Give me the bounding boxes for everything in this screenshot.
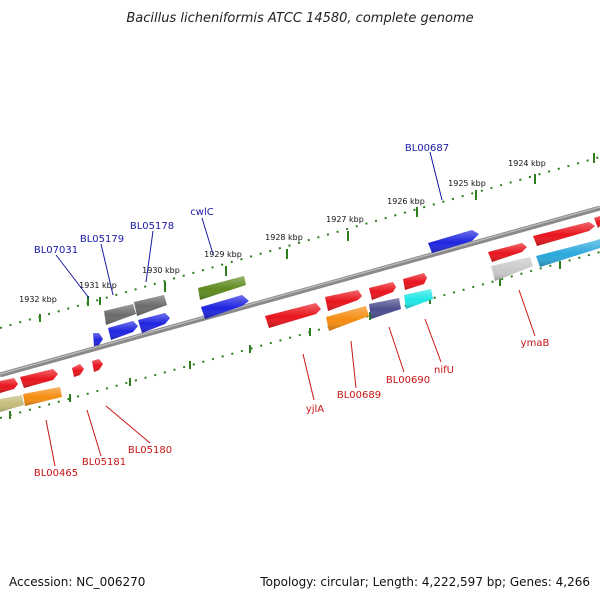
gene-feature[interactable]: [369, 298, 401, 319]
gene-label[interactable]: yjlA: [306, 404, 324, 415]
upper-scale-line: [0, 156, 600, 329]
leader-line: [302, 353, 315, 401]
scale-tick-label: 1924 kbp: [508, 159, 546, 168]
gene-feature[interactable]: [0, 395, 24, 412]
topology-text: Topology: circular; Length: 4,222,597 bp…: [259, 575, 590, 589]
gene-feature[interactable]: [404, 289, 433, 309]
gene-label[interactable]: BL00690: [386, 375, 430, 386]
leader-line: [55, 254, 90, 299]
scale-tick-label: 1930 kbp: [142, 266, 180, 275]
gene-label[interactable]: cwlC: [190, 207, 213, 218]
gene-feature[interactable]: [491, 257, 533, 281]
scale-tick-label: 1927 kbp: [326, 215, 364, 224]
map-title: Bacillus licheniformis ATCC 14580, compl…: [126, 11, 473, 26]
gene-label[interactable]: BL07031: [34, 245, 78, 256]
lower-gene-labels: ymaB nifU BL00690 BL00689 yjlA BL05180 B…: [34, 338, 550, 479]
leader-line: [518, 289, 536, 337]
gene-feature[interactable]: [20, 369, 58, 388]
gene-label[interactable]: BL00465: [34, 468, 78, 479]
gene-label[interactable]: ymaB: [521, 338, 550, 349]
gene-feature[interactable]: [265, 303, 321, 328]
gene-feature[interactable]: [134, 295, 167, 316]
accession-text: Accession: NC_006270: [9, 575, 145, 589]
gene-label[interactable]: BL00689: [337, 390, 381, 401]
gene-features: [0, 216, 600, 412]
gene-feature[interactable]: [92, 359, 103, 372]
scale-tick-label: 1932 kbp: [19, 295, 57, 304]
scale-tick-label: 1929 kbp: [204, 250, 242, 259]
gene-feature[interactable]: [369, 282, 396, 300]
gene-label[interactable]: BL00687: [405, 143, 449, 154]
gene-label[interactable]: nifU: [434, 365, 454, 376]
gene-feature[interactable]: [594, 216, 600, 228]
leader-line: [429, 151, 443, 201]
gene-label[interactable]: BL05180: [128, 445, 172, 456]
gene-feature[interactable]: [72, 364, 84, 377]
gene-feature[interactable]: [326, 306, 369, 331]
leader-line: [100, 243, 114, 296]
gene-feature[interactable]: [0, 378, 18, 393]
lower-label-leaders: [45, 289, 536, 467]
leader-line: [350, 340, 357, 389]
leader-line: [105, 405, 151, 444]
gene-feature[interactable]: [93, 333, 103, 346]
gene-label[interactable]: BL05181: [82, 457, 126, 468]
lower-scale-line: [0, 251, 600, 419]
leader-line: [388, 326, 405, 373]
upper-label-leaders: [55, 151, 443, 299]
leader-line: [201, 217, 214, 255]
leader-line: [424, 318, 442, 363]
scale-tick-label: 1928 kbp: [265, 233, 303, 242]
leader-line: [45, 419, 56, 467]
gene-feature[interactable]: [23, 387, 62, 406]
sequence-backbone-highlight: [0, 206, 600, 375]
leader-line: [86, 409, 102, 457]
gene-feature[interactable]: [325, 290, 362, 311]
scale-tick-label: 1926 kbp: [387, 197, 425, 206]
leader-line: [145, 230, 154, 283]
gene-feature[interactable]: [403, 273, 427, 290]
gene-label[interactable]: BL05178: [130, 221, 174, 232]
scale-tick-labels: 1924 kbp 1925 kbp 1926 kbp 1927 kbp 1928 kbp…: [19, 159, 546, 304]
upper-gene-labels: BL00687 cwlC BL05178 BL05179 BL07031: [34, 143, 449, 256]
scale-tick-label: 1925 kbp: [448, 179, 486, 188]
gene-label[interactable]: BL05179: [80, 234, 124, 245]
scale-tick-label: 1931 kbp: [79, 281, 117, 290]
sequence-backbone: [0, 205, 600, 378]
